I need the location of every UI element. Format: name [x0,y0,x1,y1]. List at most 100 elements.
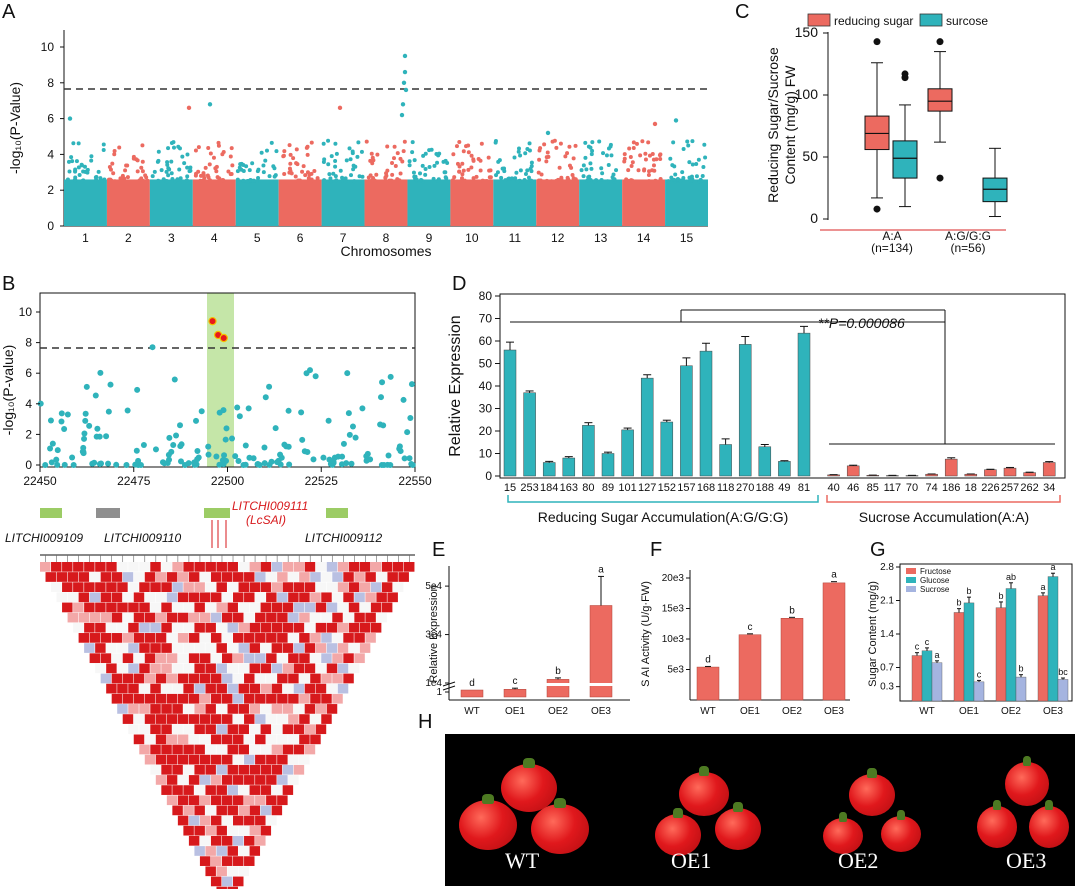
b-ld-cell [166,673,178,684]
a-snp-point [586,175,591,180]
a-snp-point [396,178,401,183]
b-ld-cell [199,795,211,806]
b-ld-cell [194,825,205,836]
b-snp-point [400,396,407,403]
b-ld-cell [210,754,222,765]
b-ld-cell [73,622,84,633]
a-snp-point [112,152,117,157]
d-ytick-label: 70 [479,312,493,326]
panel-label-g: G [870,539,886,561]
a-snp-point [259,150,264,155]
b-snp-point [185,460,192,467]
a-snp-point [401,80,407,86]
a-snp-point [624,177,629,182]
b-snp-point [404,429,411,436]
b-ld-cell [304,622,316,633]
b-ld-cell [266,754,277,765]
a-snp-point [316,179,321,184]
b-ld-cell [249,744,261,755]
b-snp-point [178,441,185,448]
b-ld-cell [244,714,255,724]
b-ld-cell [282,764,294,775]
c-legend-reducing: reducing sugar [834,14,913,28]
b-ld-cell [199,673,211,684]
b-ld-cell [398,572,409,582]
a-snp-point [334,151,339,156]
a-snp-point [515,179,520,184]
a-chromosome-block [407,179,451,226]
b-ld-cell [183,785,194,795]
b-ld-cell [233,876,244,887]
b-snp-point [159,459,166,466]
b-ld-cell [188,714,200,724]
b-ld-cell [238,663,250,674]
b-ld-cell [84,562,95,572]
b-ld-cell [150,704,161,714]
a-snp-point [622,156,627,161]
b-ld-cell [332,612,343,623]
a-snp-point [570,173,575,178]
a-snp-point [460,161,465,166]
b-ld-cell [238,622,250,633]
b-ld-cell [238,643,250,653]
a-snp-point [188,168,193,173]
b-ld-cell [304,602,316,613]
e-bar [460,689,484,698]
a-snp-point [462,178,467,183]
b-ld-cell [227,866,238,877]
a-snp-point [461,149,466,154]
c-ylabel-1: Reducing Sugar/Sucrose [765,47,781,203]
e-axis-break [442,685,456,691]
b-ld-cell [183,764,194,775]
b-ld-cell [117,582,128,592]
a-snp-point [518,168,523,173]
a-snp-point [76,141,81,146]
b-ld-cell [271,582,283,592]
d-xtick-label: 152 [658,482,676,494]
a-snp-point [668,156,673,161]
b-ld-cell [194,764,205,775]
a-snp-point [328,176,333,181]
b-snp-point [177,458,184,465]
b-ld-cell [210,673,222,684]
b-ld-cell [227,663,238,674]
d-bar [582,425,595,477]
b-ld-cell [177,572,189,582]
b-snp-point [107,381,114,388]
b-ld-cell [376,572,387,582]
a-snp-point [274,149,279,154]
b-ld-cell [255,673,266,684]
g-bar [931,662,943,702]
fruit [501,758,557,812]
b-ld-cell [282,643,294,653]
a-snp-point [326,162,331,167]
photo-label-oe1: OE1 [671,848,712,873]
g-sig-letter: b [998,591,1003,601]
a-chromosome-block [450,179,494,226]
e-bar-break [546,683,570,686]
b-ld-cell [233,572,244,582]
b-ld-cell [199,693,211,704]
a-snp-point [333,159,338,164]
b-ld-cell [249,704,261,714]
b-snp-point [137,461,144,468]
b-ld-cell [227,805,238,816]
panel-label-d: D [452,273,466,295]
b-snp-point [266,383,273,390]
b-gene-label-111: LITCHI009111 [232,499,308,513]
b-snp-point [164,459,171,466]
b-ld-cell [370,622,382,633]
e-sig-letter: c [513,676,518,687]
b-ld-cell [100,633,112,643]
a-snp-point [700,173,705,178]
d-xtick-label: 168 [697,482,715,494]
b-ld-cell [255,754,266,765]
a-snp-point [563,154,568,159]
a-snp-point [333,164,338,169]
b-ld-cell [155,592,167,603]
b-ld-cell [227,744,238,755]
b-ld-cell [205,764,216,775]
b-ld-cell [354,592,365,603]
b-snp-point [69,454,76,461]
